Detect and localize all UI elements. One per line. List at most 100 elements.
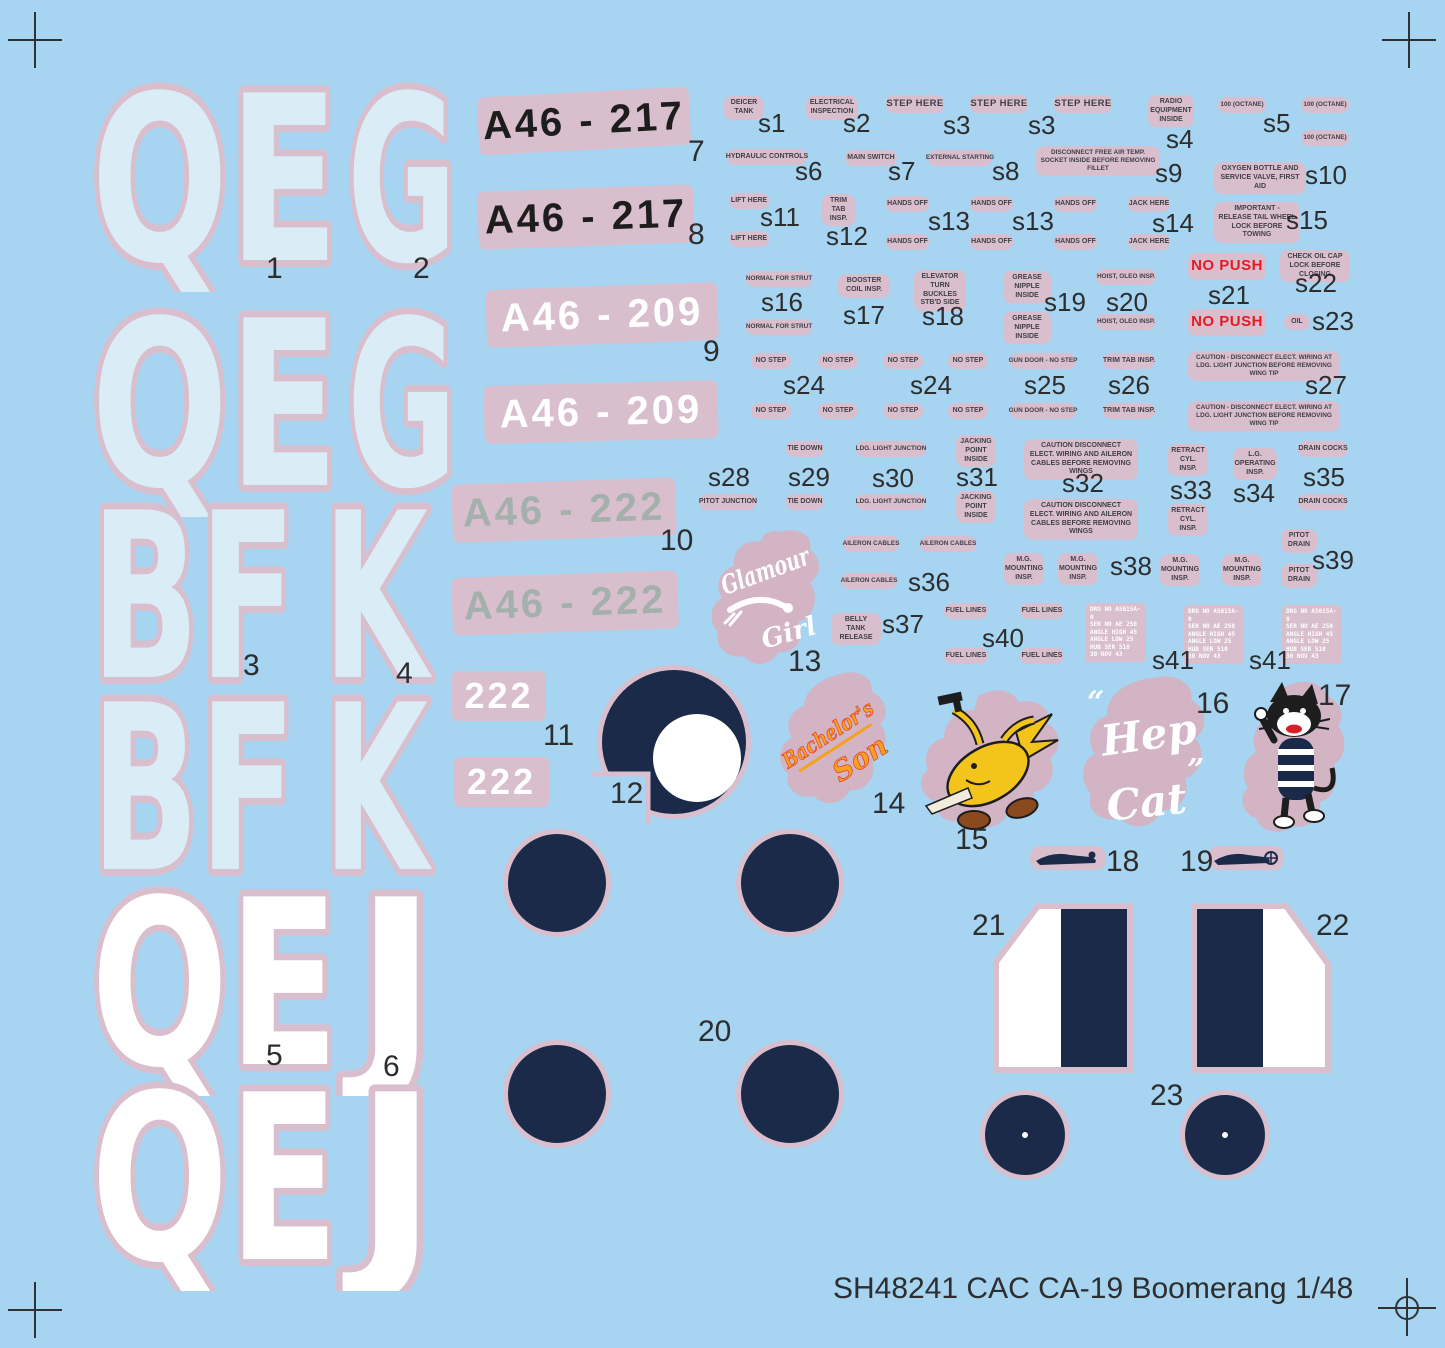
stencil-pill-s14: JACK HERE — [1128, 234, 1170, 250]
serial-A46-217: A46 - 217 — [476, 86, 692, 156]
stencil-pill-s29: TIE DOWN — [786, 494, 824, 510]
cat-tail — [1313, 767, 1336, 793]
pistol — [937, 691, 963, 706]
data-plate-s41: DRG NO A5015A-0 SER NO AE 250 ANGLE HIGH… — [1086, 603, 1146, 662]
serial-A46-222: A46 - 222 — [451, 477, 677, 543]
stencil-pill-s11: LIFT HERE — [729, 231, 769, 247]
stencil-number: s14 — [1152, 208, 1194, 238]
stencil-pill-s20: HOIST, OLEO INSP. — [1096, 269, 1156, 285]
item-number: 7 — [688, 135, 705, 168]
stencil-pill-s24: NO STEP — [948, 353, 988, 369]
item-number: 21 — [972, 909, 1006, 942]
stencil-pill-s24: NO STEP — [883, 403, 923, 419]
item-number: 12 — [610, 777, 644, 810]
data-plate-s41: DRG NO A5015A-0 SER NO AE 250 ANGLE HIGH… — [1184, 605, 1244, 664]
stencil-pill-s31: JACKING POINT INSIDE — [956, 491, 996, 524]
stencil-pill-s21-no-push: NO PUSH — [1188, 309, 1266, 336]
stencil-pill-s14: JACK HERE — [1128, 196, 1170, 212]
stencil-pill-s40: FUEL LINES — [944, 648, 988, 664]
stencil-pill-s23: OIL — [1284, 314, 1310, 330]
stencil-pill-s38: M.G. MOUNTING INSP. — [1058, 553, 1098, 586]
stencil-number: s2 — [843, 108, 871, 138]
cat-mouth — [1286, 724, 1302, 734]
svg-text:QE: QE — [91, 876, 339, 1096]
roundel-medium — [985, 1095, 1065, 1175]
stencil-pill-s12: TRIM TAB INSP. — [822, 194, 855, 227]
stencil-number: s18 — [922, 301, 964, 331]
stencil-pill-s18: ELEVATOR TURN BUCKLES STB'D SIDE — [914, 270, 966, 311]
stencil-pill-s39: PITOT DRAIN — [1281, 564, 1317, 588]
stencil-number: s13 — [1012, 206, 1054, 236]
stencil-pill-s34: L.G. OPERATING INSP. — [1233, 448, 1277, 481]
stencil-number: s22 — [1295, 268, 1337, 298]
code-letters-QE-G-1: QE G — [85, 72, 464, 292]
stencil-pill-s11: LIFT HERE — [729, 193, 769, 209]
stencil-pill-s37: BELLY TANK RELEASE — [831, 613, 881, 646]
stencil-pill-s19: GREASE NIPPLE INSIDE — [1003, 312, 1051, 345]
svg-text:G: G — [347, 72, 457, 292]
svg-text:QE: QE — [91, 1071, 339, 1291]
stencil-number: s6 — [795, 156, 823, 186]
stencil-number: s31 — [956, 462, 998, 492]
stencil-number: s25 — [1024, 370, 1066, 400]
stencil-number: s3 — [1028, 110, 1056, 140]
item-number: 11 — [543, 719, 575, 752]
svg-text:K: K — [323, 681, 433, 901]
item-number: 3 — [243, 649, 260, 682]
stencil-number: s24 — [783, 370, 825, 400]
stencil-pill-s13: HANDS OFF — [886, 234, 929, 250]
roundel-large — [741, 1045, 839, 1143]
stencil-pill-s25: GUN DOOR - NO STEP — [1009, 353, 1077, 369]
stencil-pill-s26: TRIM TAB INSP. — [1103, 403, 1155, 419]
stencil-pill-s13: HANDS OFF — [886, 196, 929, 212]
stencil-number: s13 — [928, 206, 970, 236]
stencil-number: s19 — [1044, 287, 1086, 317]
stencil-pill-s33: RETRACT CYL. INSP. — [1168, 504, 1208, 537]
stencil-pill-s24: NO STEP — [948, 403, 988, 419]
stencil-number: s39 — [1312, 545, 1354, 575]
stencil-number: s17 — [843, 300, 885, 330]
stencil-pill-s27: CAUTION - DISCONNECT ELECT. WIRING AT LD… — [1188, 351, 1340, 381]
stencil-number: s4 — [1166, 124, 1194, 154]
item-number: 18 — [1106, 845, 1140, 878]
stencil-number: s35 — [1303, 462, 1345, 492]
stencil-pill-s40: FUEL LINES — [1020, 648, 1064, 664]
svg-text:BF: BF — [91, 489, 296, 709]
fin-flash-left — [993, 903, 1133, 1073]
stencil-pill-s21-no-push: NO PUSH — [1188, 253, 1266, 280]
stencil-number: s36 — [908, 567, 950, 597]
roundel-large — [508, 834, 606, 932]
data-plate-s41: DRG NO A5015A-0 SER NO AE 250 ANGLE HIGH… — [1282, 605, 1342, 664]
svg-text:QE: QE — [91, 297, 339, 517]
stencil-pill-s13: HANDS OFF — [970, 234, 1013, 250]
item-number: 23 — [1150, 1079, 1184, 1112]
stencil-pill-s24: NO STEP — [751, 403, 791, 419]
code-letters-BF-K-2: BF K — [85, 681, 440, 901]
stencil-pill-s9: DISCONNECT FREE AIR TEMP. SOCKET INSIDE … — [1036, 146, 1160, 176]
code-letters-BF-K-1: BF K — [85, 489, 440, 709]
stencil-number: s38 — [1110, 551, 1152, 581]
item-number: 4 — [396, 657, 413, 690]
svg-text:”: ” — [1187, 753, 1204, 788]
stencil-number: s33 — [1170, 475, 1212, 505]
item-number: 15 — [955, 823, 989, 856]
stencil-pill-s6: HYDRAULIC CONTROLS — [726, 149, 808, 165]
serial-A46-209: A46 - 209 — [485, 281, 719, 349]
stencil-pill-s24: NO STEP — [818, 353, 858, 369]
stencil-pill-s5: 100 (OCTANE) — [1218, 97, 1266, 113]
stencil-pill-s27: CAUTION - DISCONNECT ELECT. WIRING AT LD… — [1188, 401, 1340, 431]
item-number: 8 — [688, 218, 705, 251]
stencil-pill-s36: AILERON CABLES — [843, 536, 899, 552]
fin-flash-right — [1191, 903, 1331, 1073]
serial-222: 222 — [452, 671, 546, 721]
stencil-pill-s35: DRAIN COCKS — [1298, 494, 1348, 510]
roundel-large — [741, 834, 839, 932]
boot — [957, 810, 991, 830]
stencil-pill-s38: M.G. MOUNTING INSP. — [1160, 554, 1200, 587]
nose-art-bachelors-son: Bachelor's Son — [778, 672, 894, 804]
stencil-pill-s40: FUEL LINES — [1020, 603, 1064, 619]
stencil-pill-s5: 100 (OCTANE) — [1301, 97, 1349, 113]
stencil-pill-s15: IMPORTANT - RELEASE TAIL WHEEL LOCK BEFO… — [1214, 202, 1300, 243]
stencil-number: s7 — [888, 156, 916, 186]
stencil-pill-s16: NORMAL FOR STRUT — [746, 319, 812, 335]
